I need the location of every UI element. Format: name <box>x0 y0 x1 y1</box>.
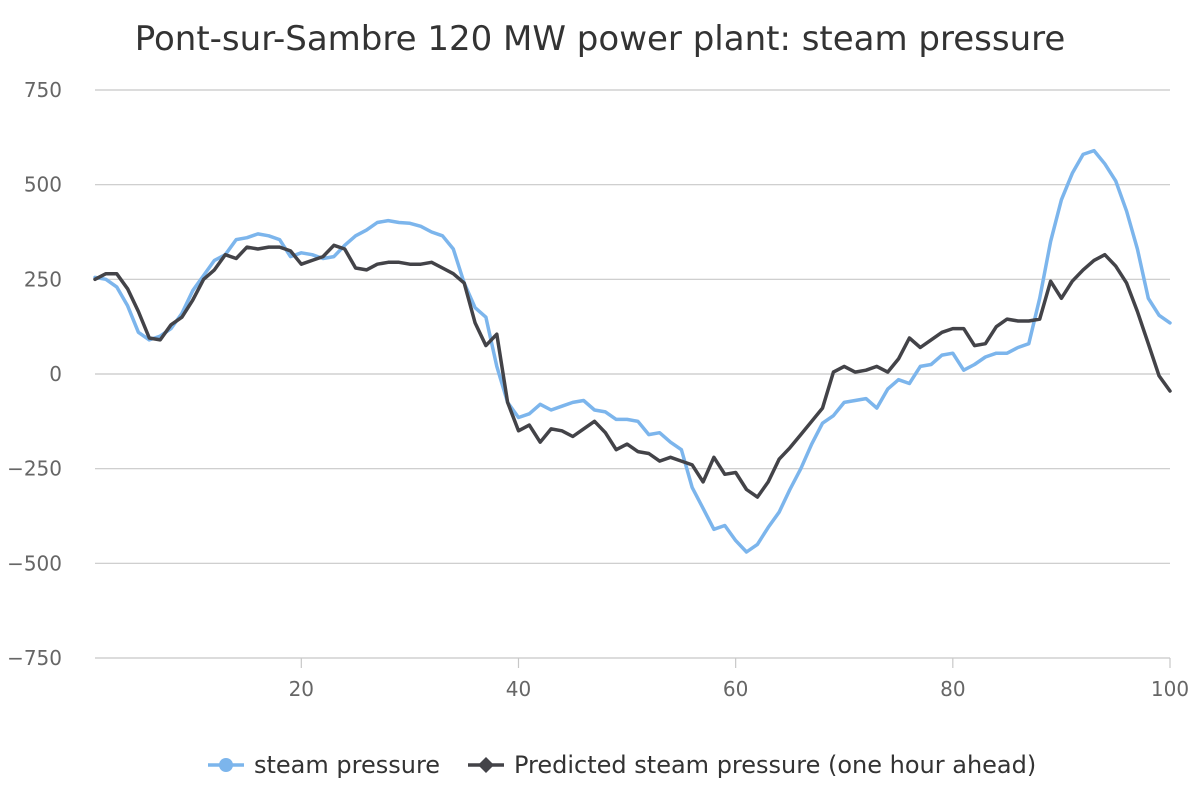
series-lines <box>93 148 1172 554</box>
x-tick-label: 60 <box>723 677 748 701</box>
legend[interactable]: steam pressure Predicted steam pressure (… <box>208 751 1036 779</box>
x-tick-label: 100 <box>1151 677 1189 701</box>
y-tick-label: −250 <box>7 457 62 481</box>
legend-item-0[interactable]: steam pressure <box>208 751 440 779</box>
legend-label: Predicted steam pressure (one hour ahead… <box>514 751 1036 779</box>
y-tick-label: 500 <box>24 173 62 197</box>
legend-item-1[interactable]: Predicted steam pressure (one hour ahead… <box>468 751 1036 779</box>
legend-label: steam pressure <box>254 751 440 779</box>
chart-title: Pont-sur-Sambre 120 MW power plant: stea… <box>135 19 1066 59</box>
y-tick-label: 750 <box>24 78 62 102</box>
x-tick-label: 80 <box>940 677 965 701</box>
gridlines <box>95 89 1170 659</box>
x-axis-ticks: 20 40 60 80 100 <box>289 658 1189 701</box>
x-tick-label: 40 <box>506 677 531 701</box>
legend-circle-marker <box>219 758 233 772</box>
x-tick-label: 20 <box>289 677 314 701</box>
y-axis-ticks: 750 500 250 0 −250 −500 −750 <box>7 78 62 670</box>
y-tick-label: −500 <box>7 551 62 575</box>
series-line-0[interactable] <box>93 148 1172 554</box>
y-tick-label: 0 <box>49 362 62 386</box>
y-tick-label: 250 <box>24 267 62 291</box>
series-line-1[interactable] <box>93 243 1172 499</box>
legend-diamond-marker <box>478 757 494 773</box>
y-tick-label: −750 <box>7 646 62 670</box>
